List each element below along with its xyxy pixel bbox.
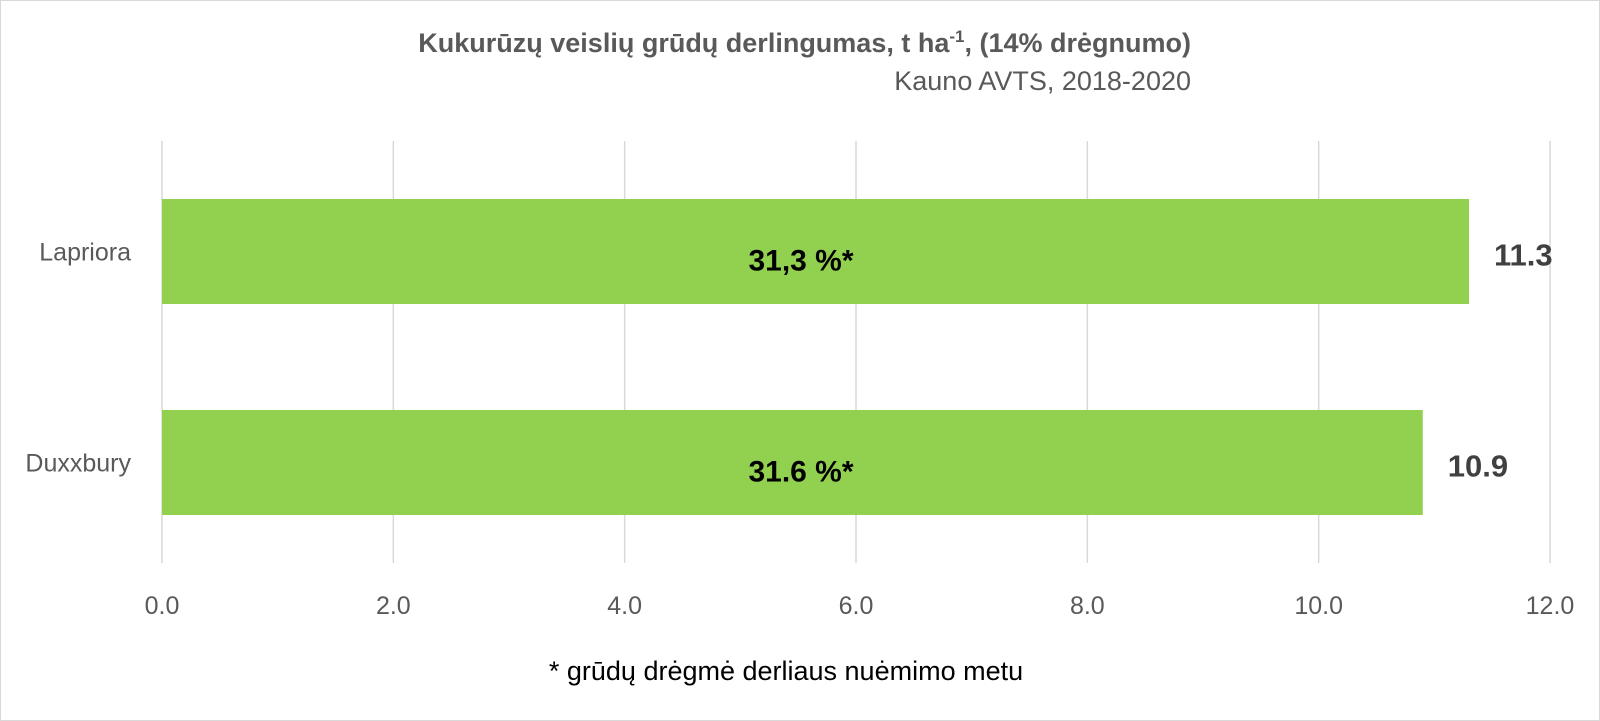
x-tick-label: 6.0	[839, 592, 874, 620]
bar-annotation: 31.6 %*	[748, 456, 853, 489]
data-label: 11.3	[1494, 238, 1553, 273]
bar	[162, 199, 1470, 304]
x-tick-label: 12.0	[1526, 592, 1575, 620]
chart-subtitle: Kauno AVTS, 2018-2020	[894, 66, 1191, 96]
plot-area: 0.0 2.0 4.0 6.0 8.0 10.0 12.0 Lapriora 31,3 %* 11…	[25, 141, 1575, 620]
chart-title: Kukurūzų veislių grūdų derlingumas, t ha…	[418, 27, 1191, 58]
x-tick-label: 2.0	[376, 592, 411, 620]
category-label: Lapriora	[39, 239, 131, 267]
chart-header: Kukurūzų veislių grūdų derlingumas, t ha…	[1, 25, 1191, 101]
category-label: Duxxbury	[25, 450, 131, 478]
bar-annotation: 31,3 %*	[748, 245, 853, 278]
bar	[162, 410, 1423, 515]
title-superscript: -1	[949, 27, 965, 46]
x-tick-label: 10.0	[1294, 592, 1343, 620]
chart-footnote: * grūdų drėgmė derliaus nuėmimo metu	[548, 656, 1024, 686]
x-tick-label: 0.0	[145, 592, 180, 620]
x-tick-label: 8.0	[1070, 592, 1105, 620]
x-tick-label: 4.0	[607, 592, 642, 620]
data-label: 10.9	[1448, 449, 1508, 484]
